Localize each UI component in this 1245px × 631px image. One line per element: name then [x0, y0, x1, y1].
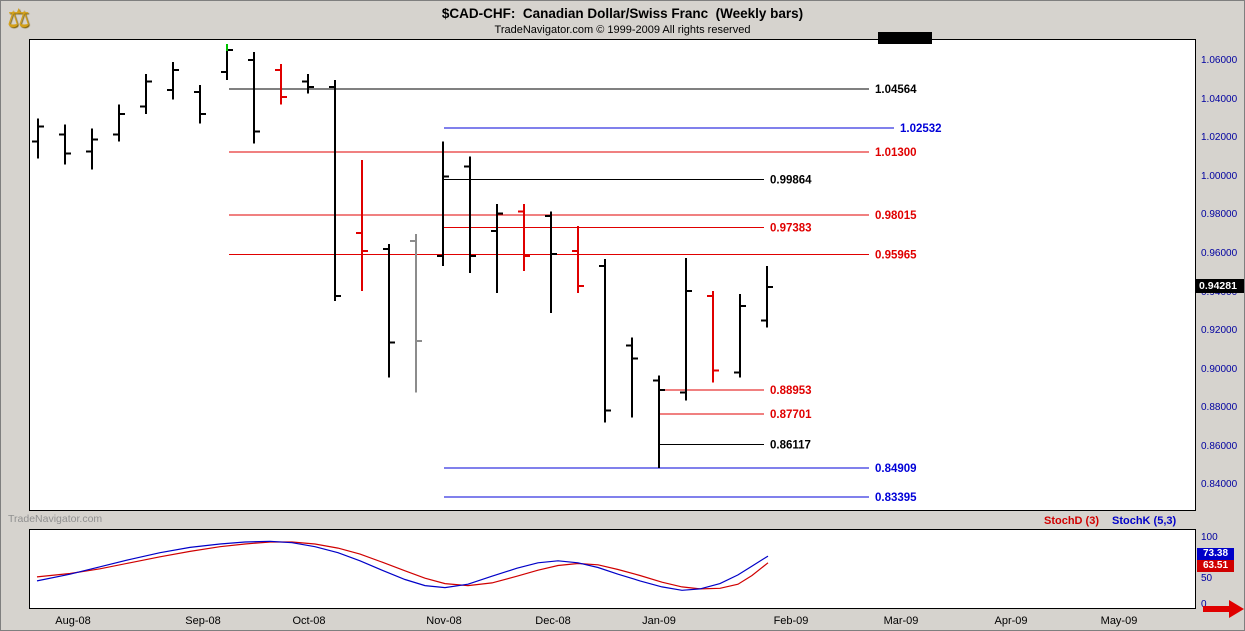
- ohlc-bar: [302, 73, 314, 94]
- x-axis-label: May-09: [1100, 615, 1138, 627]
- stochd-legend-label[interactable]: StochD (3): [1044, 515, 1099, 527]
- price-tick-label: 0.86000: [1201, 440, 1238, 452]
- ohlc-bar: [437, 141, 449, 266]
- ohlc-bar: [140, 73, 152, 114]
- ohlc-bar: [707, 290, 719, 383]
- level-label: 0.84909: [875, 463, 917, 475]
- level-label: 1.04564: [875, 84, 917, 96]
- ohlc-bar: [194, 84, 206, 124]
- x-axis-label: Sep-08: [185, 615, 221, 627]
- ohlc-bar: [275, 63, 287, 105]
- ohlc-bar: [518, 204, 530, 271]
- level-label: 0.99864: [770, 174, 812, 186]
- ohlc-bar: [680, 257, 692, 401]
- x-axis-label: Nov-08: [426, 615, 462, 627]
- stochk-legend-label[interactable]: StochK (5,3): [1112, 515, 1177, 527]
- ohlc-bar: [734, 293, 746, 378]
- watermark: TradeNavigator.com: [8, 513, 103, 525]
- scales-logo-icon: ⚖: [7, 3, 31, 33]
- stoch-tick-0: 0: [1201, 599, 1207, 610]
- ohlc-bar: [761, 265, 773, 328]
- ohlc-bar: [383, 244, 395, 378]
- price-tick-label: 1.04000: [1201, 93, 1238, 105]
- price-tick-label: 0.98000: [1201, 209, 1238, 221]
- price-tick-label: 0.88000: [1201, 402, 1238, 414]
- price-tick-label: 0.90000: [1201, 363, 1238, 375]
- stochk-line: [36, 540, 769, 591]
- price-tick-label: 0.84000: [1201, 479, 1238, 491]
- stochastic-axis: 100 73.38 63.51 50 0: [1197, 529, 1244, 629]
- x-axis-label: Oct-08: [292, 615, 326, 627]
- ohlc-bar: [356, 160, 368, 291]
- level-label: 1.02532: [900, 123, 942, 135]
- stochk-value-box: 73.38: [1197, 548, 1234, 560]
- ohlc-bar: [248, 52, 260, 144]
- time-axis: Aug-08 Sep-08 Oct-08 Nov-08 Dec-08 Jan-09 Feb-…: [1, 609, 1244, 630]
- price-tick-label: 1.06000: [1201, 55, 1238, 67]
- level-label: 0.88953: [770, 385, 812, 397]
- ohlc-bar: [572, 226, 584, 293]
- copyright-text: TradeNavigator.com © 1999-2009 All right…: [494, 24, 751, 36]
- ohlc-bar: [491, 204, 503, 293]
- price-chart-area[interactable]: 1.04564 1.02532 1.01300 0.99864 0.98015 0.973…: [29, 39, 1196, 511]
- price-tick-label: 1.02000: [1201, 132, 1238, 144]
- price-tick-label: 0.96000: [1201, 247, 1238, 259]
- x-axis-label: Mar-09: [883, 615, 919, 627]
- ohlc-bar: [86, 128, 98, 170]
- stochastic-canvas[interactable]: [30, 530, 1195, 608]
- ohlc-bar: [599, 258, 611, 423]
- top-price-marker: [878, 32, 932, 44]
- ohlc-bar: [545, 211, 557, 313]
- page-title: $CAD-CHF: Canadian Dollar/Swiss Franc (W…: [441, 6, 804, 21]
- level-label: 0.86117: [770, 440, 811, 452]
- ohlc-bar: [626, 337, 638, 418]
- x-axis-label: Apr-09: [994, 615, 1028, 627]
- level-label: 0.98015: [875, 210, 917, 222]
- price-tick-label: 1.00000: [1201, 170, 1238, 182]
- level-label: 1.01300: [875, 147, 917, 159]
- ohlc-bar: [221, 43, 233, 80]
- stochastic-legend: StochD (3) StochK (5,3): [1044, 515, 1176, 527]
- price-axis[interactable]: 1.06000 1.04000 1.02000 1.00000 0.98000 0.960…: [1198, 39, 1244, 511]
- current-price-box: 0.94281: [1196, 279, 1244, 294]
- ohlc-bar: [410, 234, 422, 393]
- scroll-right-arrow-icon[interactable]: [1203, 598, 1245, 620]
- price-tick-label: 0.92000: [1201, 325, 1238, 337]
- ohlc-bar: [113, 104, 125, 142]
- ohlc-bar: [653, 375, 665, 468]
- x-axis-label: Feb-09: [773, 615, 809, 627]
- ohlc-chart-canvas[interactable]: 1.04564 1.02532 1.01300 0.99864 0.98015 0.973…: [30, 40, 1195, 510]
- level-label: 0.97383: [770, 222, 812, 234]
- level-label: 0.87701: [770, 409, 812, 421]
- stoch-tick-50: 50: [1201, 573, 1213, 584]
- x-axis-label: Dec-08: [535, 615, 571, 627]
- stochd-line: [36, 541, 769, 590]
- ohlc-bar: [59, 124, 71, 165]
- ohlc-bar: [167, 61, 179, 100]
- x-axis-label: Aug-08: [55, 615, 91, 627]
- ohlc-bar: [464, 156, 476, 274]
- stoch-tick-100: 100: [1201, 532, 1218, 543]
- stochastic-panel[interactable]: [29, 529, 1196, 609]
- stochd-value-box: 63.51: [1197, 560, 1234, 572]
- level-label: 0.95965: [875, 250, 917, 262]
- level-label: 0.83395: [875, 492, 917, 504]
- ohlc-bar: [329, 79, 341, 301]
- x-axis-label: Jan-09: [642, 615, 676, 627]
- ohlc-bar: [32, 118, 44, 159]
